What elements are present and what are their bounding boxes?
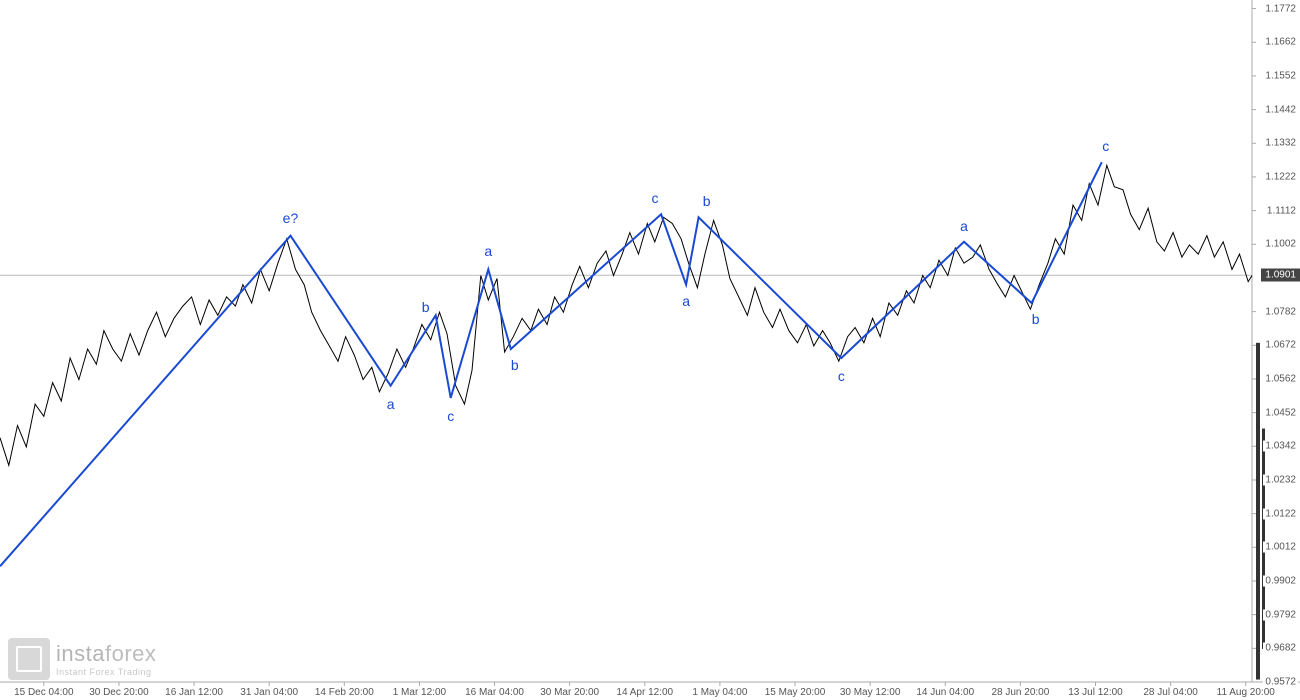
y-axis-tick: 1.1442 bbox=[1263, 104, 1298, 115]
x-axis-tick: 28 Jun 20:00 bbox=[991, 687, 1049, 698]
y-axis-tick: 1.0452 bbox=[1263, 407, 1298, 418]
x-axis-tick: 11 Aug 20:00 bbox=[1217, 687, 1275, 698]
x-axis-tick: 14 Jun 04:00 bbox=[916, 687, 974, 698]
y-axis-tick: 0.9902 bbox=[1263, 575, 1298, 586]
chart-container: 1.1772 1.1662 1.1552 1.1442 1.1332 1.1222 1.11… bbox=[0, 0, 1300, 700]
y-axis-tick: 0.9682 bbox=[1263, 643, 1298, 654]
y-axis-tick: 1.1772 bbox=[1263, 3, 1298, 14]
watermark-brand-2: forex bbox=[105, 641, 156, 666]
watermark-brand-1: insta bbox=[56, 641, 105, 666]
x-axis-tick: 16 Jan 12:00 bbox=[165, 687, 223, 698]
y-axis-tick: 1.1552 bbox=[1263, 70, 1298, 81]
y-axis-tick: 1.0782 bbox=[1263, 306, 1298, 317]
x-axis-tick: 14 Feb 20:00 bbox=[315, 687, 374, 698]
y-axis-tick: 1.1112 bbox=[1265, 205, 1298, 216]
chart-svg bbox=[0, 0, 1300, 700]
watermark-tagline: Instant Forex Trading bbox=[56, 667, 156, 677]
y-axis-tick: 1.0012 bbox=[1263, 542, 1298, 553]
y-axis-tick: 1.0342 bbox=[1263, 441, 1298, 452]
x-axis-tick: 1 May 04:00 bbox=[692, 687, 747, 698]
y-axis-tick: 1.1332 bbox=[1263, 138, 1298, 149]
y-axis-tick: 0.9572 bbox=[1263, 677, 1298, 688]
y-axis-tick: 0.9792 bbox=[1263, 609, 1298, 620]
y-axis-tick: 1.1662 bbox=[1263, 37, 1298, 48]
x-axis-tick: 30 May 12:00 bbox=[840, 687, 901, 698]
x-axis-tick: 15 Dec 04:00 bbox=[14, 687, 74, 698]
watermark-logo-icon bbox=[8, 638, 50, 680]
y-axis-tick: 1.1002 bbox=[1263, 239, 1298, 250]
x-axis-tick: 30 Dec 20:00 bbox=[89, 687, 149, 698]
x-axis-tick: 1 Mar 12:00 bbox=[393, 687, 446, 698]
x-axis-tick: 30 Mar 20:00 bbox=[540, 687, 599, 698]
x-axis-tick: 28 Jul 04:00 bbox=[1143, 687, 1198, 698]
y-axis-tick: 1.0232 bbox=[1263, 474, 1298, 485]
watermark: instaforex Instant Forex Trading bbox=[8, 638, 156, 680]
y-axis-tick: 1.0122 bbox=[1263, 508, 1298, 519]
y-axis-tick: 1.1222 bbox=[1263, 171, 1298, 182]
x-axis-tick: 15 May 20:00 bbox=[765, 687, 826, 698]
x-axis-tick: 14 Apr 12:00 bbox=[616, 687, 673, 698]
x-axis-tick: 13 Jul 12:00 bbox=[1068, 687, 1123, 698]
y-axis-tick: 1.0562 bbox=[1263, 373, 1298, 384]
x-axis-tick: 16 Mar 04:00 bbox=[465, 687, 524, 698]
y-axis-tick: 1.0672 bbox=[1263, 340, 1298, 351]
current-price-badge: 1.0901 bbox=[1261, 269, 1300, 282]
x-axis-tick: 31 Jan 04:00 bbox=[240, 687, 298, 698]
